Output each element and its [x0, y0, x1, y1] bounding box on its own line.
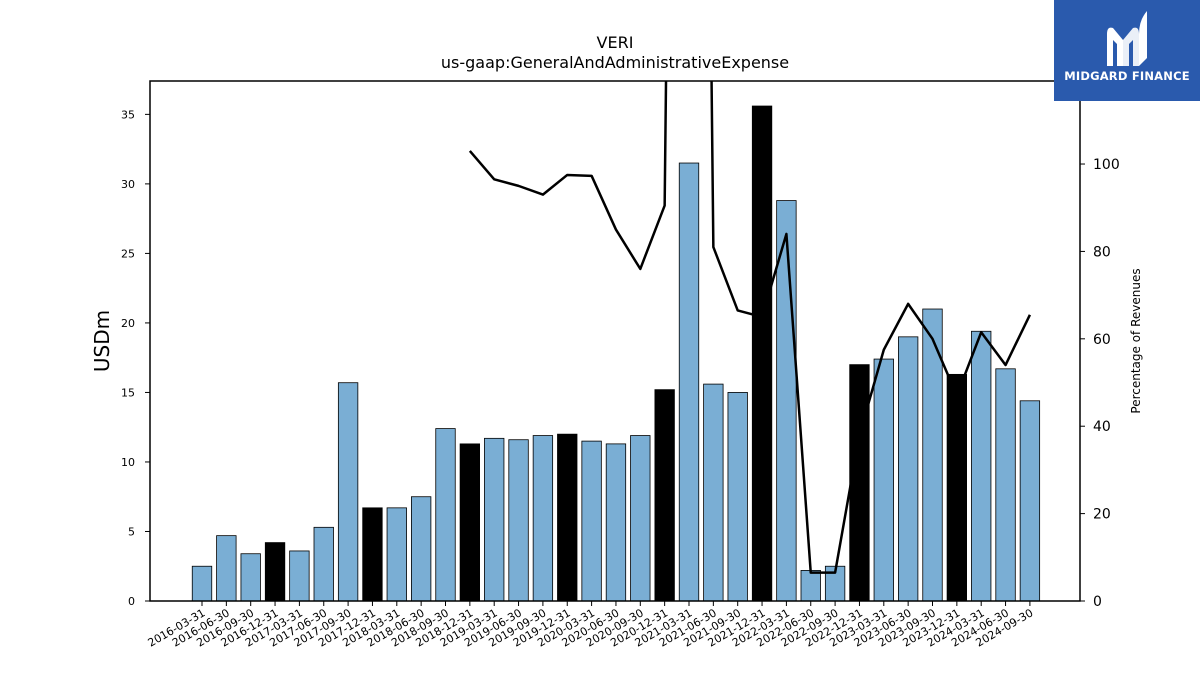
y-axis-right: 0 20 40 60 80 100 — [1080, 157, 1120, 610]
y2-tick-label: 40 — [1093, 419, 1111, 435]
bar-2018-03-31 — [386, 507, 407, 602]
y2-axis-label: Percentage of Revenues — [1129, 268, 1143, 413]
bar-2023-03-31 — [873, 358, 894, 602]
bar-2021-06-30 — [703, 383, 724, 602]
y2-tick-label: 80 — [1093, 244, 1111, 260]
bar-2024-03-31 — [971, 330, 992, 602]
bar-2019-09-30 — [532, 435, 554, 602]
plot-frame — [149, 80, 1081, 602]
bar-2023-06-30 — [898, 336, 919, 602]
y-tick-label: 15 — [121, 386, 135, 399]
y-axis-label: USDm — [90, 310, 114, 372]
bar-2020-09-30 — [630, 435, 651, 602]
bar-2021-09-30 — [727, 392, 748, 602]
bar-2021-12-31 — [751, 105, 773, 602]
y-tick-label: 5 — [128, 525, 135, 538]
bar-2020-12-31 — [654, 389, 675, 602]
y2-tick-label: 60 — [1093, 332, 1111, 348]
x-axis: 2016-03-312016-06-302016-09-302016-12-31… — [146, 601, 1035, 650]
bar-2016-12-31 — [264, 542, 286, 602]
bar-group — [191, 105, 1041, 602]
bar-2018-12-31 — [459, 443, 481, 602]
bar-2017-12-31 — [362, 507, 383, 602]
y-tick-label: 0 — [128, 595, 135, 608]
chart-subtitle: us-gaap:GeneralAndAdministrativeExpense — [441, 53, 789, 72]
midgard-logo-icon — [1107, 11, 1147, 67]
y2-tick-label: 20 — [1093, 507, 1111, 523]
y-tick-label: 10 — [121, 456, 135, 469]
y-tick-label: 30 — [121, 178, 135, 191]
line-segment-1 — [468, 81, 1032, 574]
bar-2020-03-31 — [581, 440, 602, 602]
line-group — [468, 81, 1032, 574]
bar-2022-06-30 — [800, 570, 821, 602]
bar-2018-06-30 — [410, 496, 432, 602]
chart-title: VERI — [597, 33, 634, 52]
bar-2019-06-30 — [508, 439, 529, 602]
y-axis-left: 0 5 10 15 20 25 30 35 — [121, 108, 150, 608]
bar-2024-09-30 — [1019, 400, 1041, 602]
bar-2017-03-31 — [289, 550, 310, 602]
brand-logo: MIDGARD FINANCE — [1054, 0, 1200, 101]
y-tick-label: 20 — [121, 317, 135, 330]
bar-2016-03-31 — [191, 565, 213, 602]
bar-2017-09-30 — [337, 382, 359, 602]
bar-2019-03-31 — [484, 437, 505, 602]
y2-tick-label: 100 — [1093, 157, 1120, 173]
logo-text: MIDGARD FINANCE — [1064, 69, 1190, 83]
bar-2022-12-31 — [849, 364, 870, 602]
y-tick-label: 25 — [121, 247, 135, 260]
y-tick-label: 35 — [121, 108, 135, 121]
y2-tick-label: 0 — [1093, 594, 1102, 610]
bar-2018-09-30 — [435, 428, 456, 602]
bar-2020-06-30 — [605, 443, 627, 602]
bar-2019-12-31 — [557, 433, 578, 602]
bar-2016-06-30 — [216, 535, 237, 602]
bar-2023-12-31 — [946, 373, 967, 602]
bar-2024-06-30 — [995, 368, 1016, 602]
bar-2017-06-30 — [313, 526, 334, 602]
bar-2021-03-31 — [678, 162, 700, 602]
bar-2016-09-30 — [240, 553, 261, 602]
